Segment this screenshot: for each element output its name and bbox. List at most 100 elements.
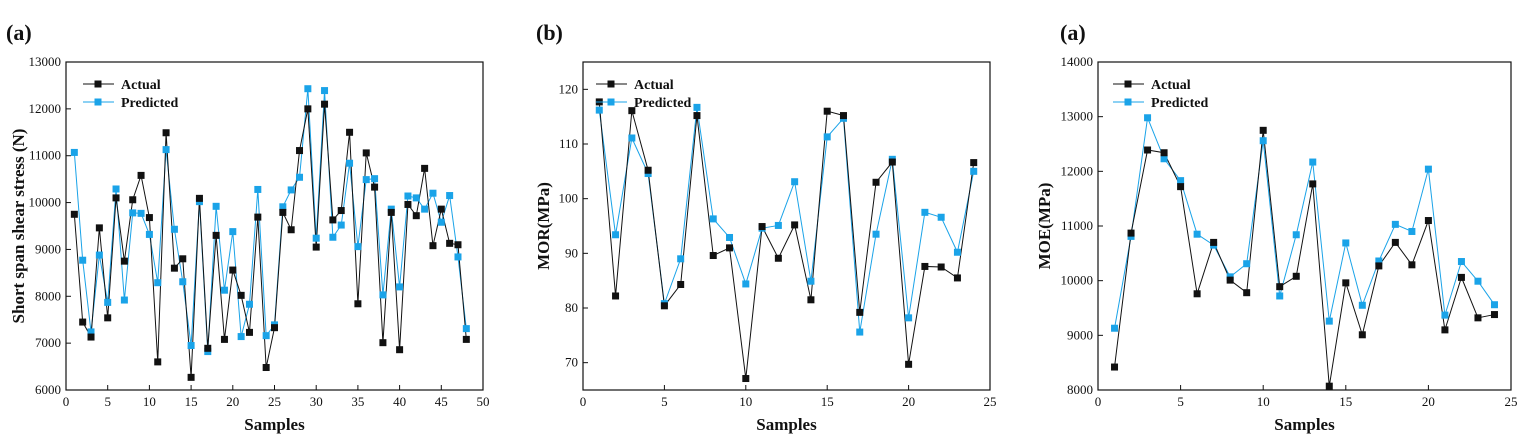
data-point-predicted: [87, 328, 95, 336]
axis-ticks: 0 5 10 15 20 25 30 35 40 45 50 6000 7000 8000 9000 1000…: [29, 54, 490, 409]
data-point-predicted: [1325, 317, 1333, 325]
data-point-actual: [179, 255, 187, 263]
data-point-actual: [1259, 126, 1267, 134]
legend-label-predicted: Predicted: [121, 96, 178, 111]
axis-ticks: 0 5 10 15 20 25 8000 9000 10000 11000 12000 13000 14…: [1061, 54, 1518, 409]
data-point-actual: [262, 364, 270, 372]
data-point-actual: [872, 178, 880, 186]
legend-marker-predicted: [1124, 98, 1132, 106]
data-point-actual: [937, 263, 945, 271]
data-point-predicted: [354, 243, 362, 251]
data-point-actual: [742, 375, 750, 383]
data-point-actual: [162, 129, 170, 137]
data-point-actual: [245, 328, 253, 336]
data-point-predicted: [220, 286, 228, 294]
legend-label-actual: Actual: [121, 78, 161, 93]
y-tick-label: 90: [565, 245, 578, 260]
legend-marker-predicted: [607, 98, 615, 106]
x-tick-label: 25: [268, 394, 281, 409]
series-line-actual: [73, 104, 467, 378]
data-point-actual: [79, 318, 87, 326]
data-point-actual: [237, 291, 245, 299]
data-point-actual: [204, 344, 212, 352]
data-point-actual: [104, 314, 112, 322]
data-point-predicted: [1441, 311, 1449, 319]
data-point-actual: [1160, 149, 1168, 157]
data-point-actual: [271, 324, 278, 332]
data-point-predicted: [396, 283, 404, 291]
data-point-actual: [195, 194, 203, 202]
series-line-predicted: [598, 107, 975, 333]
data-point-actual: [304, 105, 312, 113]
x-axis-title: Samples: [756, 415, 817, 434]
series-lines: [598, 101, 975, 379]
panel-label: (a): [6, 20, 32, 45]
data-point-predicted: [429, 189, 437, 197]
data-point-predicted: [129, 209, 137, 217]
data-point-predicted: [137, 209, 145, 217]
data-point-predicted: [693, 103, 701, 111]
data-point-actual: [823, 107, 831, 115]
plot-frame: [65, 61, 484, 391]
data-point-actual: [354, 300, 362, 308]
data-point-predicted: [1391, 220, 1399, 228]
data-point-predicted: [1177, 177, 1185, 185]
series-line-predicted: [1114, 115, 1495, 329]
data-point-actual: [412, 212, 420, 220]
y-tick-label: 13000: [1061, 109, 1094, 124]
series-lines: [1114, 115, 1495, 387]
data-point-predicted: [726, 233, 734, 241]
y-tick-label: 120: [559, 81, 579, 96]
data-point-actual: [229, 266, 237, 274]
y-axis-title: Short span shear stress (N): [9, 129, 28, 324]
legend-label-actual: Actual: [634, 78, 674, 93]
y-tick-label: 100: [559, 191, 579, 206]
data-point-actual: [1358, 331, 1366, 339]
data-point-predicted: [346, 159, 354, 167]
data-point-actual: [644, 166, 652, 174]
y-tick-label: 12000: [29, 101, 62, 116]
data-point-predicted: [612, 231, 620, 239]
data-point-predicted: [905, 314, 913, 322]
y-tick-label: 70: [565, 355, 578, 370]
y-tick-label: 10000: [1061, 273, 1094, 288]
y-tick-label: 14000: [1061, 54, 1094, 69]
x-tick-label: 15: [821, 394, 834, 409]
data-point-predicted: [807, 277, 815, 285]
data-point-predicted: [1243, 260, 1251, 268]
data-point-predicted: [970, 167, 978, 175]
data-point-predicted: [212, 202, 220, 210]
data-point-predicted: [371, 175, 379, 183]
x-tick-label: 0: [580, 394, 587, 409]
data-point-predicted: [1490, 301, 1498, 309]
x-tick-label: 45: [435, 394, 448, 409]
axis-ticks: 0 5 10 15 20 25 70 80 90 100 110 120: [559, 81, 997, 409]
data-point-predicted: [856, 328, 864, 336]
x-tick-label: 25: [984, 394, 997, 409]
data-point-actual: [454, 241, 462, 249]
series-line-actual: [598, 101, 975, 379]
data-point-actual: [1210, 238, 1218, 246]
data-point-actual: [112, 194, 120, 202]
x-tick-label: 25: [1505, 394, 1518, 409]
data-point-predicted: [1358, 301, 1366, 309]
data-point-predicted: [296, 173, 304, 181]
data-point-actual: [279, 208, 287, 216]
data-point-actual: [120, 257, 128, 265]
series-lines: [73, 88, 467, 378]
data-point-actual: [856, 308, 864, 316]
data-point-actual: [404, 200, 412, 208]
data-point-actual: [446, 239, 454, 247]
data-point-predicted: [953, 248, 961, 256]
data-point-actual: [1127, 229, 1135, 237]
data-point-predicted: [170, 225, 178, 233]
data-point-actual: [346, 128, 354, 136]
data-point-actual: [70, 210, 78, 218]
data-point-predicted: [254, 185, 262, 193]
x-tick-label: 10: [1257, 394, 1270, 409]
data-point-actual: [154, 358, 162, 366]
data-point-actual: [677, 280, 685, 288]
data-point-predicted: [262, 332, 270, 340]
data-point-actual: [254, 213, 262, 221]
data-point-actual: [1309, 180, 1317, 188]
